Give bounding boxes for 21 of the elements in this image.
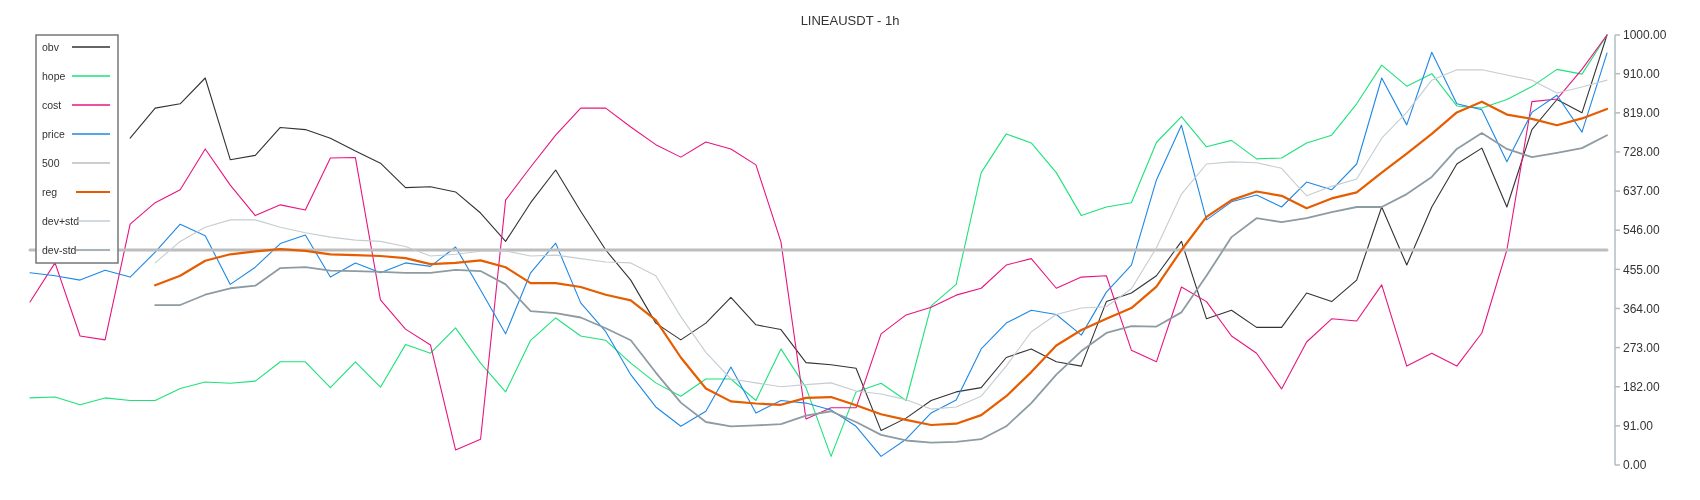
legend-label: obv bbox=[42, 40, 60, 53]
legend-label: price bbox=[42, 127, 65, 140]
y-tick-label: 273.00 bbox=[1623, 340, 1661, 355]
y-tick-label: 182.00 bbox=[1623, 379, 1661, 394]
y-tick-label: 728.00 bbox=[1623, 145, 1661, 160]
legend-label: 500 bbox=[42, 156, 60, 169]
legend-label: cost bbox=[42, 98, 62, 111]
y-tick-label: 637.00 bbox=[1623, 184, 1661, 199]
y-tick-label: 91.00 bbox=[1623, 419, 1654, 434]
legend-label: dev-std bbox=[42, 243, 77, 256]
chart-title: LINEAUSDT - 1h bbox=[800, 13, 900, 28]
legend-label: hope bbox=[42, 69, 66, 82]
y-tick-label: 0.00 bbox=[1623, 458, 1647, 473]
legend-label: reg bbox=[42, 185, 58, 198]
y-tick-label: 1000.00 bbox=[1623, 28, 1667, 43]
legend-label: dev+std bbox=[42, 214, 80, 227]
y-tick-label: 364.00 bbox=[1623, 301, 1661, 316]
y-tick-label: 819.00 bbox=[1623, 106, 1661, 121]
y-tick-label: 910.00 bbox=[1623, 66, 1661, 81]
y-tick-label: 546.00 bbox=[1623, 223, 1661, 238]
y-tick-label: 455.00 bbox=[1623, 262, 1661, 277]
